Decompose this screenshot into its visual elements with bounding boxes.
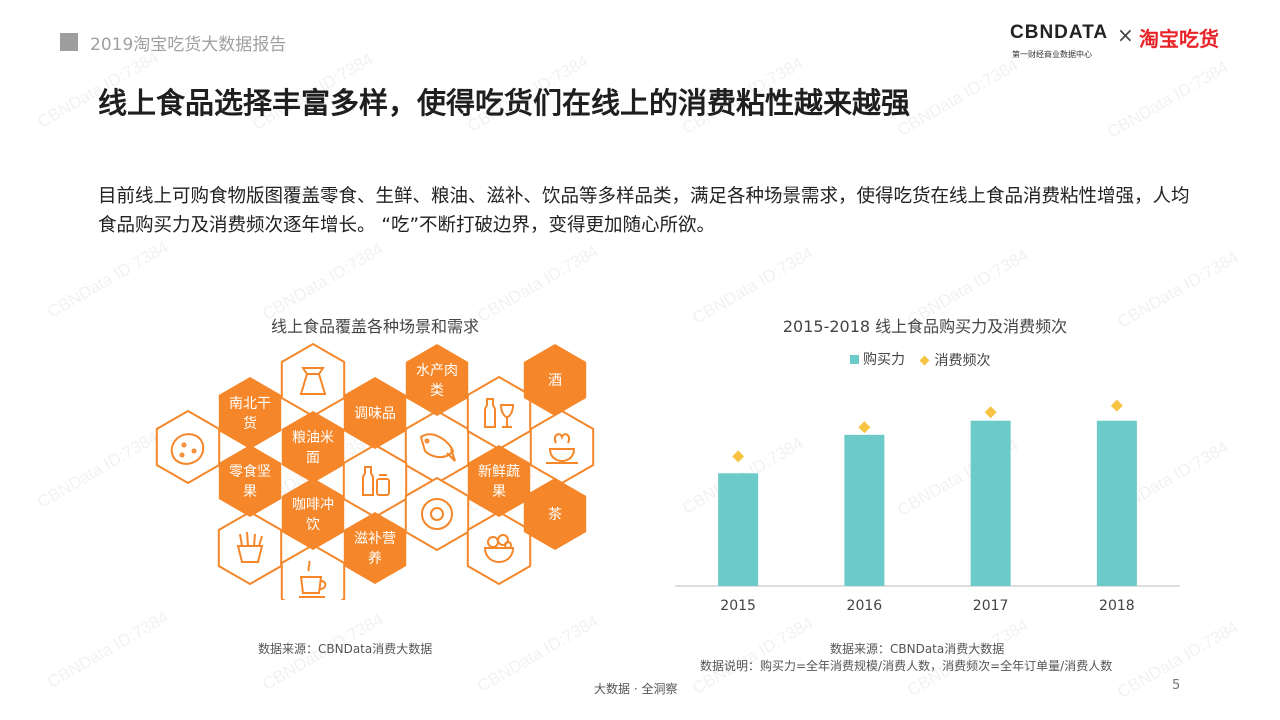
honeycomb-title: 线上食品覆盖各种场景和需求 (270, 317, 479, 336)
condiment-icon (362, 466, 390, 496)
honeycomb: 南北干 货 调味品 水产肉 类 酒 粮油米 面 零食坚 果 新鲜蔬 果 咖啡冲 … (155, 343, 595, 600)
diamond-2017 (984, 406, 997, 419)
hex-fish (404, 410, 470, 484)
x-tick-label: 2018 (1099, 598, 1135, 614)
hex-label-kafei-1: 咖啡冲 (292, 497, 334, 513)
hex-label-xinxian-1: 新鲜蔬 (478, 464, 520, 480)
bar-2018 (1096, 420, 1137, 586)
hex-rice (280, 343, 346, 417)
description: 目前线上可购食物版图覆盖零食、生鲜、粮油、滋补、饮品等多样品类，满足各种场景需求… (98, 186, 1190, 236)
hex-kafei: 咖啡冲 饮 (281, 478, 345, 550)
hex-fries (217, 511, 283, 585)
legend-diamond-icon (920, 355, 930, 365)
legend-item-diamond: 消费频次 (919, 350, 990, 370)
hex-label-shuichan-2: 类 (430, 383, 444, 399)
hex-cha: 茶 (523, 478, 587, 550)
chart-title: 2015-2018 线上食品购买力及消费频次 (782, 317, 1068, 336)
hex-condiment (342, 444, 408, 518)
hex-label-tiaowei: 调味品 (354, 406, 396, 422)
watermark-text: CBNData ID:7384 (44, 237, 172, 322)
hex-label-shuichan-1: 水产肉 (416, 363, 458, 379)
cbndata-logo: CBNDATA (1010, 22, 1109, 43)
header-square (60, 33, 78, 51)
hex-label-nanbei-2: 货 (243, 415, 257, 432)
hex-label-lingshi-1: 零食坚 (229, 463, 271, 480)
chart-legend: 购买力 消费频次 (850, 349, 1000, 370)
potato-icon (170, 433, 205, 465)
honeycomb-source: 数据来源：CBNData消费大数据 (258, 642, 433, 656)
hex-label-jiu: 酒 (548, 373, 562, 389)
hex-xinxian: 新鲜蔬 果 (467, 445, 531, 517)
hex-salad (466, 511, 532, 585)
footer-text: 大数据 · 全洞察 (594, 682, 678, 696)
watermark-text: CBNData ID:7384 (259, 239, 387, 324)
hex-potato (155, 410, 221, 484)
legend-swatch-icon (850, 354, 859, 364)
bottles-icon (484, 398, 515, 428)
rice-sack-icon (299, 367, 327, 395)
diamond-2016 (858, 421, 871, 434)
times-icon: × (1117, 23, 1134, 47)
hex-shuichan: 水产肉 类 (405, 344, 469, 416)
hex-lingshi: 零食坚 果 (218, 445, 282, 517)
hex-label-zibu-1: 滋补营 (354, 531, 396, 547)
hex-label-kafei-2: 饮 (306, 517, 320, 533)
cbndata-subtitle: 第一财经商业数据中心 (1012, 50, 1092, 59)
watermark-text: CBNData ID:7384 (894, 55, 1022, 140)
page-number: 5 (1172, 678, 1181, 693)
diamond-2018 (1110, 399, 1123, 412)
hex-label-lingshi-2: 果 (243, 484, 257, 500)
fish-icon (419, 433, 456, 462)
brand-logo: CBNDATA 第一财经商业数据中心 × 淘宝吃货 (1010, 22, 1240, 64)
diamond-2015 (732, 450, 745, 463)
chart-source-line: 数据来源：CBNData消费大数据 (830, 642, 1005, 656)
salad-icon (483, 534, 515, 564)
hex-nanbei: 南北干 货 (218, 377, 282, 449)
x-tick-label: 2017 (973, 598, 1009, 614)
tea-cup-icon (546, 433, 578, 464)
legend-item-bar: 购买力 (850, 349, 905, 369)
fries-icon (236, 531, 264, 563)
hex-label-liangyou-2: 面 (306, 450, 320, 466)
bar-2016 (844, 434, 885, 586)
watermark-text: CBNData ID:7384 (689, 613, 817, 698)
watermark-text: CBNData ID:7384 (34, 427, 162, 512)
coffee-icon (299, 560, 327, 598)
hex-coffee (280, 544, 346, 600)
legend-label-bar: 购买力 (863, 352, 905, 368)
hex-kiwi (404, 477, 470, 551)
page-title: 线上食品选择丰富多样，使得吃货们在线上的消费粘性越来越强 (98, 86, 911, 120)
hex-tiaowei: 调味品 (343, 377, 407, 449)
hex-label-zibu-2: 养 (368, 551, 382, 567)
watermark-text: CBNData ID:7384 (474, 611, 602, 696)
x-tick-label: 2016 (847, 598, 883, 614)
x-tick-label: 2015 (720, 598, 756, 614)
legend-label-diamond: 消费频次 (934, 353, 991, 369)
chart-note-line: 数据说明：购买力=全年消费规模/消费人数，消费频次=全年订单量/消费人数 (700, 659, 1113, 673)
bar-2015 (718, 473, 759, 586)
hex-label-cha: 茶 (548, 507, 562, 523)
hex-jiu: 酒 (523, 344, 587, 416)
hex-label-liangyou-1: 粮油米 (292, 430, 334, 446)
hex-label-xinxian-2: 果 (492, 484, 506, 500)
bar-2017 (970, 420, 1011, 586)
hex-tea (529, 410, 595, 484)
hex-label-nanbei-1: 南北干 (229, 396, 271, 412)
report-title: 2019淘宝吃货大数据报告 (90, 35, 287, 55)
hex-liangyou: 粮油米 面 (281, 411, 345, 483)
taobao-logo: 淘宝吃货 (1139, 27, 1219, 51)
watermark-text: CBNData ID:7384 (1104, 57, 1232, 142)
hex-bottles (466, 376, 532, 450)
kiwi-icon (421, 498, 453, 530)
watermark-text: CBNData ID:7384 (44, 607, 172, 692)
hex-zibu: 滋补营 养 (343, 512, 407, 584)
bar-chart: 2015 2016 2017 2018 (675, 399, 1180, 614)
